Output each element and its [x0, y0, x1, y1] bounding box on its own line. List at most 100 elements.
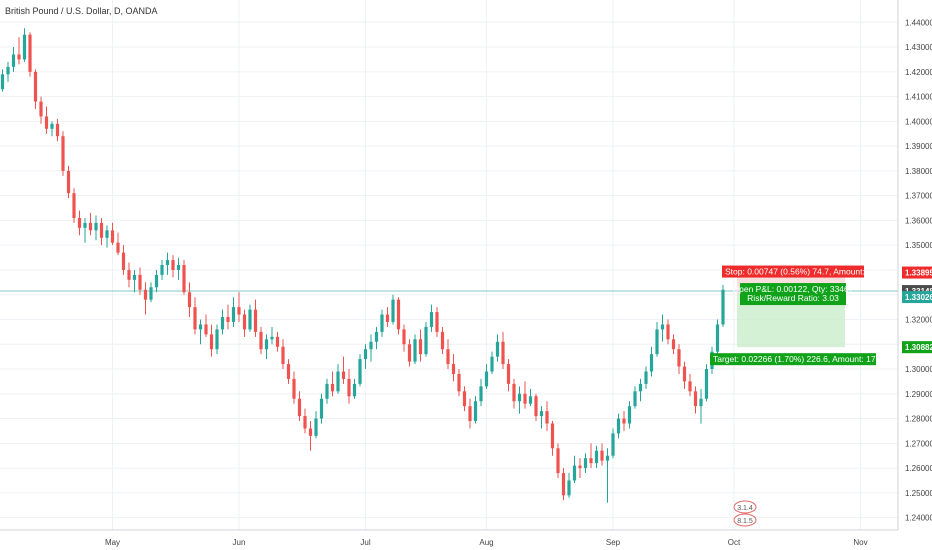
- candle-body: [561, 473, 566, 496]
- candle-body: [413, 339, 417, 362]
- y-tick-label: 1.28000: [905, 415, 932, 424]
- candle-body: [638, 383, 643, 392]
- candle-body: [325, 383, 329, 399]
- candle-body: [451, 364, 456, 374]
- candle-body: [143, 289, 148, 300]
- candle-body: [655, 329, 659, 355]
- candle-body: [308, 428, 313, 436]
- price-tag-label: 1.33895: [905, 269, 932, 278]
- candle-body: [259, 331, 263, 350]
- candle-body: [396, 299, 401, 330]
- y-tick-label: 1.44000: [905, 18, 932, 27]
- event-marker-label: 3.1.4: [737, 505, 753, 512]
- candle-body: [589, 458, 593, 464]
- candle-body: [187, 292, 192, 308]
- candle-body: [28, 34, 32, 72]
- candle-body: [77, 217, 82, 228]
- candle-body: [605, 455, 610, 461]
- y-tick-label: 1.39000: [905, 142, 932, 151]
- candle-body: [391, 299, 395, 322]
- candle-body: [484, 371, 489, 387]
- candle-body: [468, 406, 472, 422]
- candle-body: [275, 336, 280, 347]
- y-tick-label: 1.41000: [905, 93, 932, 102]
- y-tick-label: 1.42000: [905, 68, 932, 77]
- candle-body: [264, 339, 269, 350]
- candle-body: [407, 344, 412, 362]
- x-tick-label: Jul: [360, 538, 370, 547]
- candle-body: [715, 324, 720, 352]
- y-tick-label: 1.36000: [905, 216, 932, 225]
- candle-body: [11, 54, 16, 67]
- candle-body: [336, 371, 340, 392]
- candle-body: [347, 378, 351, 397]
- position-labels: Stop: 0.00747 (0.56%) 74.7, Amount: 750 O…: [710, 265, 932, 366]
- candle-body: [270, 336, 274, 340]
- candle-body: [314, 418, 318, 436]
- candle-body: [429, 312, 434, 327]
- candle-body: [556, 448, 560, 474]
- candle-body: [495, 341, 500, 357]
- candle-body: [226, 317, 230, 322]
- candle-body: [303, 416, 307, 429]
- candle-body: [572, 465, 577, 481]
- candle-body: [369, 341, 373, 350]
- candle-body: [72, 193, 76, 218]
- candle-body: [204, 324, 208, 335]
- candle-body: [330, 383, 335, 392]
- y-tick-label: 1.35000: [905, 241, 932, 250]
- candle-body: [616, 418, 621, 434]
- candle-body: [50, 123, 54, 129]
- candle-body: [363, 349, 368, 360]
- candle-body: [160, 265, 164, 275]
- candle-body: [248, 309, 252, 330]
- candle-body: [528, 396, 533, 404]
- price-tag-label: 1.30882: [905, 343, 932, 352]
- x-tick-label: May: [105, 538, 120, 547]
- candle-body: [682, 366, 687, 382]
- candle-body: [649, 354, 654, 372]
- candle-body: [473, 401, 478, 422]
- event-markers[interactable]: 3.1.4 8.1.5: [733, 500, 757, 527]
- x-tick-label: Nov: [853, 538, 867, 547]
- price-tag-bg: [902, 266, 932, 279]
- candle-body: [688, 381, 692, 392]
- candle-body: [506, 364, 511, 384]
- candle-body: [55, 123, 60, 137]
- candle-body: [66, 170, 71, 194]
- candle-body: [154, 274, 159, 288]
- candle-body: [435, 312, 439, 332]
- candle-body: [286, 364, 291, 379]
- candle-body: [110, 230, 115, 243]
- candle-body: [132, 274, 137, 280]
- candle-body: [297, 398, 302, 417]
- candle-body: [6, 66, 10, 75]
- price-tag-bg: [902, 341, 932, 354]
- target-label-bg: [710, 353, 876, 366]
- candle-body: [594, 450, 599, 464]
- y-tick-label: 1.43000: [905, 43, 932, 52]
- candle-body: [501, 341, 505, 365]
- candle-body: [182, 265, 186, 293]
- candle-body: [22, 34, 27, 60]
- x-tick-label: Oct: [728, 538, 741, 547]
- candle-body: [512, 383, 516, 402]
- candle-body: [352, 383, 357, 397]
- x-tick-label: Aug: [479, 538, 493, 547]
- event-marker-icon: [733, 513, 757, 527]
- candle-body: [671, 339, 676, 350]
- open-pnl-label: Open P&L: 0.00122, Qty: 33467: [733, 284, 854, 294]
- candle-body: [622, 418, 626, 424]
- candle-body: [534, 396, 538, 417]
- candle-body: [457, 373, 461, 392]
- y-tick-label: 1.37000: [905, 192, 932, 201]
- candle-body: [121, 252, 126, 270]
- candle-body: [550, 423, 555, 449]
- candle-body: [578, 465, 582, 469]
- candle-body: [666, 324, 670, 340]
- y-tick-label: 1.32000: [905, 315, 932, 324]
- candle-body: [721, 289, 725, 325]
- candle-body: [61, 136, 65, 171]
